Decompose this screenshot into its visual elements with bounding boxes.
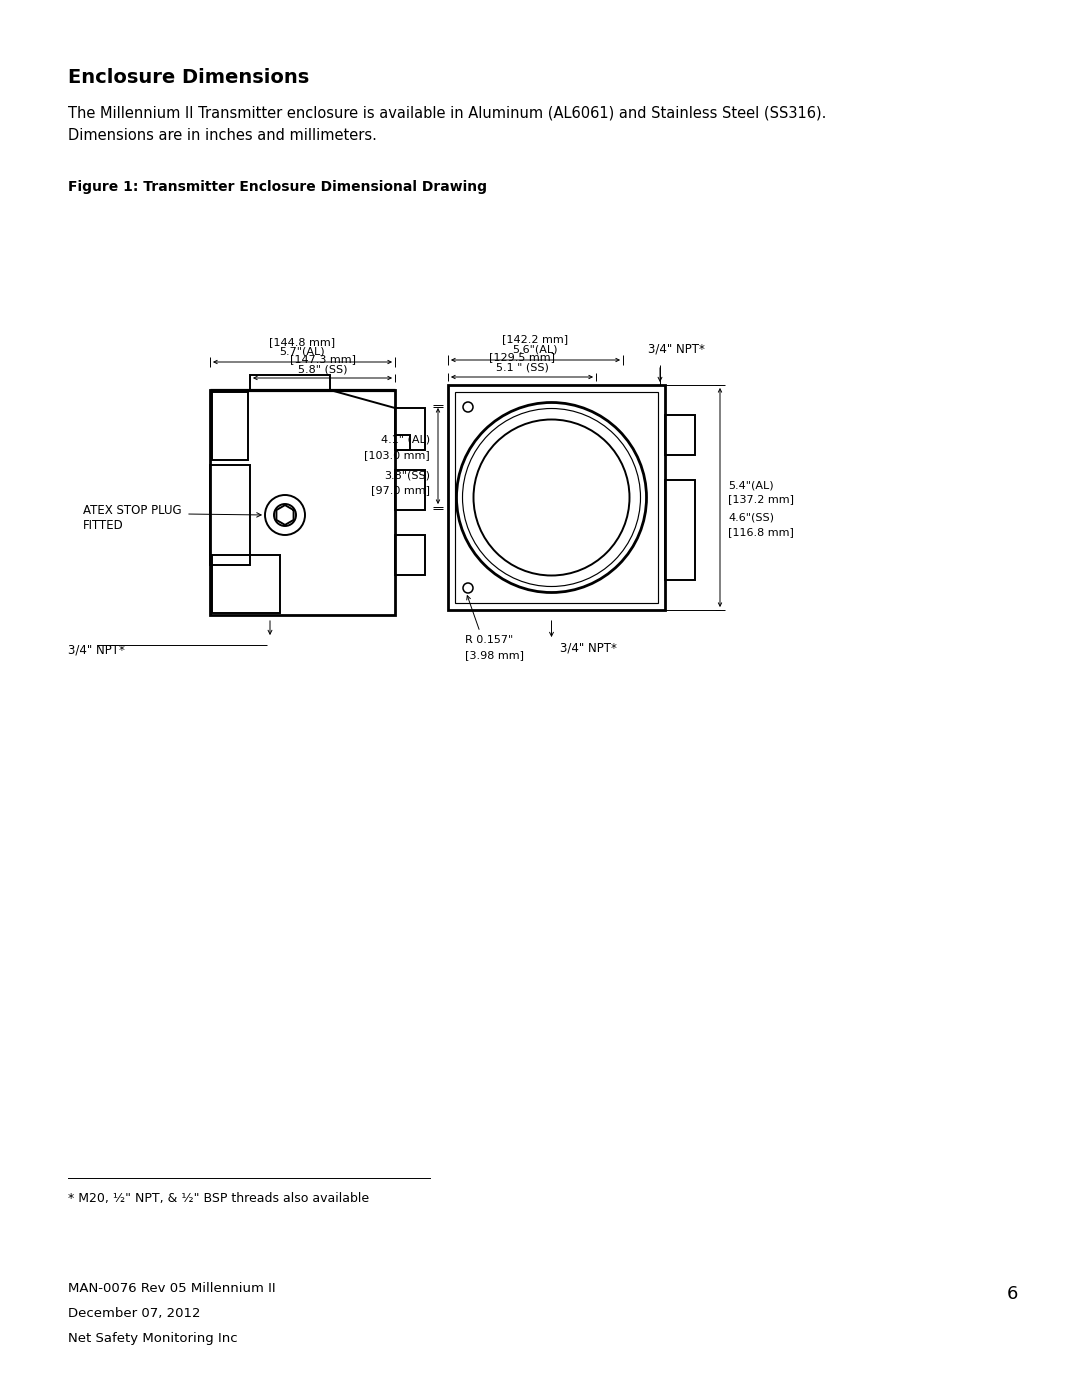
Text: FITTED: FITTED (83, 520, 124, 532)
Text: 3/4" NPT*: 3/4" NPT* (68, 644, 125, 657)
Bar (212, 393, 248, 460)
Text: Net Safety Monitoring Inc: Net Safety Monitoring Inc (68, 1331, 238, 1345)
Text: 4.6"(SS): 4.6"(SS) (728, 513, 774, 522)
Bar (395, 469, 426, 510)
Bar (249, 374, 330, 390)
Text: December 07, 2012: December 07, 2012 (68, 1308, 201, 1320)
Text: 3/4" NPT*: 3/4" NPT* (648, 342, 705, 355)
Text: [116.8 mm]: [116.8 mm] (728, 528, 794, 538)
Text: Enclosure Dimensions: Enclosure Dimensions (68, 68, 309, 87)
Text: 5.4"(AL): 5.4"(AL) (728, 481, 773, 490)
Text: 6: 6 (1007, 1285, 1017, 1303)
Text: [103.0 mm]: [103.0 mm] (364, 450, 430, 460)
Text: [142.2 mm]: [142.2 mm] (502, 334, 568, 344)
Text: 5.6"(AL): 5.6"(AL) (512, 345, 557, 355)
Bar (455, 393, 658, 604)
Bar (395, 408, 426, 450)
Bar (210, 465, 249, 564)
Bar (665, 415, 696, 455)
Text: 5.8" (SS): 5.8" (SS) (298, 365, 348, 374)
Circle shape (265, 495, 305, 535)
Bar (395, 434, 410, 450)
Circle shape (463, 583, 473, 592)
Text: * M20, ½" NPT, & ½" BSP threads also available: * M20, ½" NPT, & ½" BSP threads also ava… (68, 1192, 369, 1206)
Bar (665, 481, 696, 580)
Circle shape (274, 504, 296, 527)
Text: [147.3 mm]: [147.3 mm] (289, 353, 355, 365)
Text: R 0.157": R 0.157" (465, 636, 513, 645)
Text: The Millennium II Transmitter enclosure is available in Aluminum (AL6061) and St: The Millennium II Transmitter enclosure … (68, 105, 826, 120)
Text: 5.1 " (SS): 5.1 " (SS) (496, 363, 549, 373)
Bar (448, 386, 665, 610)
Bar (212, 555, 280, 613)
Text: Dimensions are in inches and millimeters.: Dimensions are in inches and millimeters… (68, 129, 377, 142)
Text: 4.1" (AL): 4.1" (AL) (381, 434, 430, 446)
Circle shape (473, 419, 630, 576)
Bar (210, 390, 395, 615)
Text: [137.2 mm]: [137.2 mm] (728, 495, 794, 504)
Text: ATEX STOP PLUG: ATEX STOP PLUG (83, 504, 181, 517)
Circle shape (457, 402, 647, 592)
Text: 3.8"(SS): 3.8"(SS) (384, 469, 430, 481)
Text: [144.8 mm]: [144.8 mm] (269, 337, 336, 346)
Text: MAN-0076 Rev 05 Millennium II: MAN-0076 Rev 05 Millennium II (68, 1282, 275, 1295)
Text: Figure 1: Transmitter Enclosure Dimensional Drawing: Figure 1: Transmitter Enclosure Dimensio… (68, 180, 487, 194)
Text: 3/4" NPT*: 3/4" NPT* (559, 641, 617, 655)
Circle shape (463, 402, 473, 412)
Text: [3.98 mm]: [3.98 mm] (465, 650, 524, 659)
Text: 5.7"(AL): 5.7"(AL) (280, 346, 325, 358)
Text: [129.5 mm]: [129.5 mm] (489, 352, 555, 362)
Bar (395, 535, 426, 576)
Text: [97.0 mm]: [97.0 mm] (372, 485, 430, 495)
